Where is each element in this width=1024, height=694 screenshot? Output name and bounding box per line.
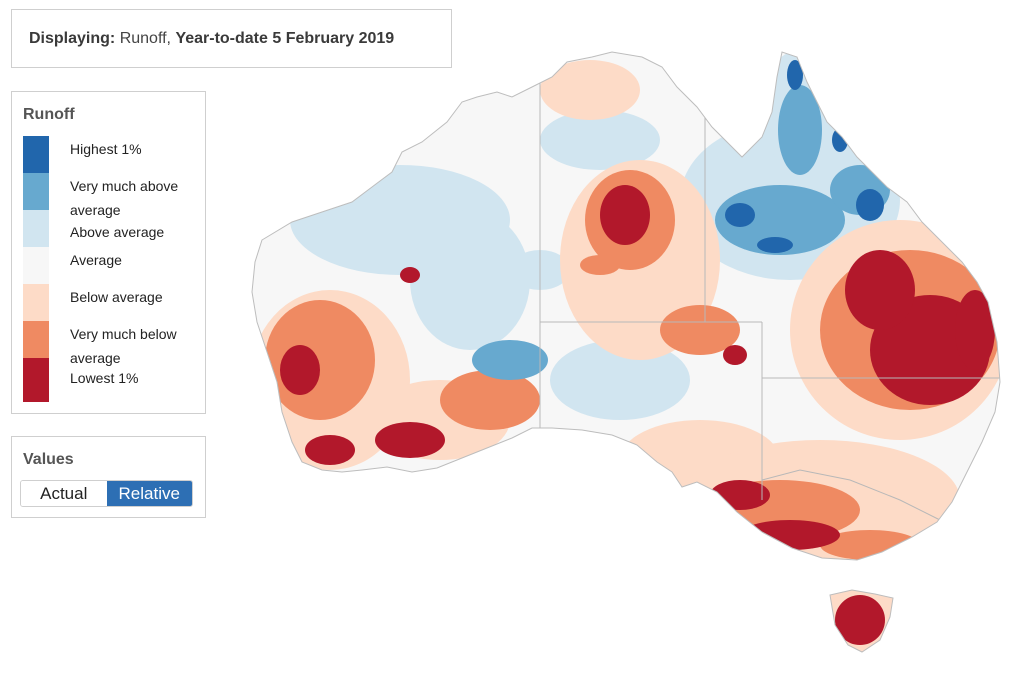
legend-label-highest: Highest 1% [70,141,142,157]
legend-swatch-highest [23,136,49,173]
legend-title: Runoff [23,106,75,123]
values-panel: Values Actual Relative [11,436,206,518]
legend-swatch-very-much-below [23,321,49,358]
legend-panel: Runoff Highest 1% Very much above averag… [11,91,206,414]
values-title: Values [23,451,74,468]
display-info-box: Displaying: Runoff, Year-to-date 5 Febru… [11,9,452,68]
legend-swatch-below [23,284,49,321]
legend-swatch-very-much-above [23,173,49,210]
display-variable: Runoff, [119,29,171,47]
legend-label-very-much-below: Very much below average [70,326,177,366]
legend-label-very-much-above: Very much above average [70,178,179,218]
legend-label-below: Below average [70,289,163,305]
actual-toggle-button[interactable]: Actual [21,481,107,506]
legend-label-above: Above average [70,224,165,240]
values-toggle: Actual Relative [20,480,193,507]
legend-swatch-average [23,247,49,284]
legend-swatch-lowest [23,358,49,402]
relative-toggle-button[interactable]: Relative [106,481,192,506]
legend-label-lowest: Lowest 1% [70,370,139,386]
legend-swatch-above [23,210,49,247]
display-period: Year-to-date 5 February 2019 [175,29,395,47]
display-prefix: Displaying: [29,29,116,47]
legend-label-average: Average [70,252,122,268]
